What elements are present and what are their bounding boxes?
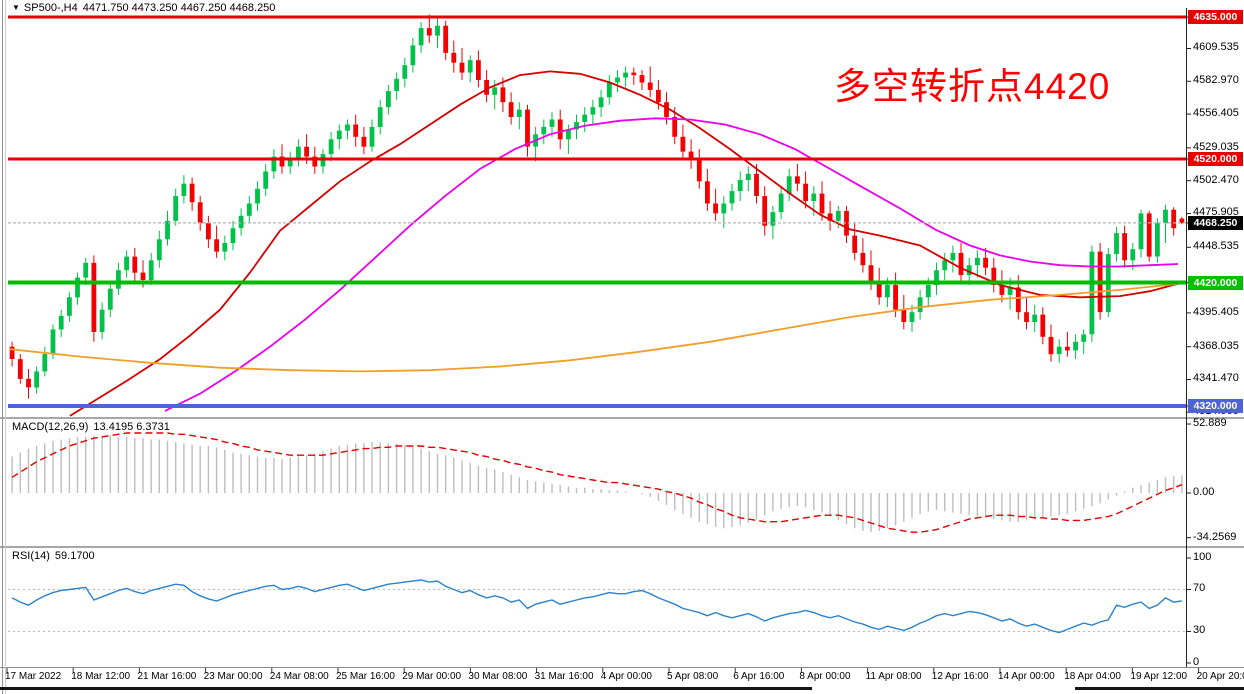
symbol-timeframe-label: SP500-,H4: [23, 2, 78, 14]
time-axis-label: 19 Apr 12:00: [1130, 671, 1188, 682]
time-axis-label: 11 Apr 08:00: [865, 671, 922, 682]
macd-axis-tick: 52.889: [1193, 416, 1227, 429]
time-axis-label: 24 Mar 08:00: [269, 671, 329, 682]
time-axis-label: 21 Mar 16:00: [137, 671, 197, 682]
time-axis-label: 23 Mar 00:00: [203, 671, 263, 682]
price-axis-tick: 4395.405: [1193, 305, 1239, 318]
price-level-badge: 4320.000: [1188, 399, 1243, 413]
time-axis-label: 17 Mar 2022: [5, 671, 62, 682]
symbol-info-bar: ▼ SP500-,H4 4471.750 4473.250 4467.250 446…: [12, 2, 275, 14]
horizontal-scrollbar-right[interactable]: [1075, 687, 1244, 690]
price-axis-tick: 4448.535: [1193, 240, 1239, 253]
price-level-badge: 4468.250: [1188, 215, 1243, 230]
time-axis-label: 30 Mar 08:00: [468, 671, 528, 682]
price-axis[interactable]: [1187, 8, 1244, 668]
time-axis-label: 25 Mar 16:00: [336, 671, 395, 682]
macd-indicator-label: MACD(12,26,9) 13.4195 6.3731: [12, 421, 170, 433]
rsi-indicator-label: RSI(14) 59.1700: [12, 550, 95, 562]
time-axis-label: 4 Apr 00:00: [600, 671, 652, 682]
time-axis-label: 6 Apr 16:00: [733, 671, 785, 682]
price-axis-tick: 4475.905: [1193, 206, 1239, 219]
price-axis-tick: 4502.470: [1193, 173, 1239, 186]
price-axis-tick: 4529.035: [1193, 140, 1239, 153]
macd-axis-tick: 0.00: [1193, 486, 1215, 498]
time-axis-label: 18 Apr 04:00: [1064, 671, 1121, 682]
macd-values: 13.4195 6.3731: [93, 421, 170, 433]
symbol-ohlc-values: 4471.750 4473.250 4467.250 4468.250: [82, 2, 276, 14]
rsi-axis-tick: 0: [1193, 656, 1200, 668]
rsi-axis-tick: 100: [1193, 550, 1212, 563]
horizontal-scrollbar-left[interactable]: [0, 687, 812, 690]
price-level-badge: 4420.000: [1188, 275, 1243, 290]
price-axis-tick: 4609.535: [1193, 41, 1239, 54]
chart-annotation-text: 多空转折点4420: [834, 66, 1111, 107]
time-axis-label: 29 Mar 00:00: [402, 671, 462, 682]
time-axis-label: 31 Mar 16:00: [534, 671, 594, 682]
collapse-arrow-icon[interactable]: ▼: [12, 3, 20, 12]
rsi-value: 59.1700: [54, 550, 95, 562]
time-axis-label: 5 Apr 08:00: [667, 671, 719, 682]
macd-name: MACD(12,26,9): [12, 421, 89, 433]
time-axis[interactable]: [0, 668, 1244, 686]
rsi-axis-tick: 70: [1193, 582, 1206, 595]
time-axis-label: 14 Apr 00:00: [998, 671, 1055, 682]
price-level-badge: 4635.000: [1188, 10, 1243, 24]
macd-axis-tick: -34.2569: [1193, 530, 1237, 543]
price-axis-tick: 4556.405: [1193, 107, 1239, 120]
time-axis-label: 8 Apr 00:00: [799, 671, 851, 682]
price-axis-tick: 4582.970: [1193, 74, 1239, 87]
price-level-badge: 4520.000: [1188, 152, 1243, 167]
rsi-axis-tick: 30: [1193, 624, 1206, 637]
time-axis-label: 18 Mar 12:00: [71, 671, 131, 682]
time-axis-label: 20 Apr 20:00: [1196, 671, 1244, 682]
rsi-name: RSI(14): [12, 550, 50, 562]
price-axis-tick: 4341.470: [1193, 372, 1239, 385]
price-axis-tick: 4368.035: [1193, 339, 1239, 352]
time-axis-label: 12 Apr 16:00: [931, 671, 989, 682]
